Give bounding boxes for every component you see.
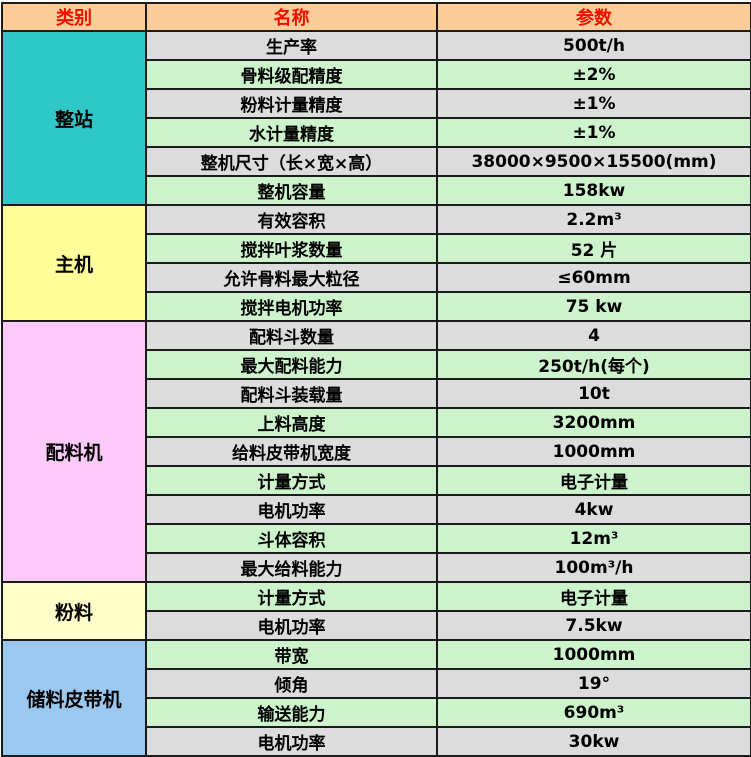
table-row: 输送能力 690m³ (2, 697, 751, 728)
table-row: 搅拌叶浆数量 52 片 (2, 233, 751, 264)
header-parameter: 参数 (436, 2, 751, 32)
spec-name: 搅拌叶浆数量 (145, 233, 438, 264)
table-row: 主机 有效容积 2.2m³ (1, 204, 751, 322)
table-row: 粉料计量精度 ±1% (2, 88, 751, 119)
spec-value: ±1% (436, 88, 751, 119)
spec-name: 有效容积 (145, 204, 438, 235)
table-row: 电机功率 4kw (2, 494, 751, 525)
spec-value: 52 片 (436, 233, 751, 264)
spec-value: 3200mm (436, 407, 751, 438)
spec-name: 带宽 (145, 639, 438, 670)
spec-name: 配料斗装载量 (145, 378, 438, 409)
spec-value: 19° (436, 668, 751, 699)
spec-value: 100m³/h (436, 552, 751, 583)
table-row: 储料皮带机 带宽 1000mm (1, 639, 751, 757)
spec-name: 电机功率 (145, 726, 438, 757)
spec-name: 搅拌电机功率 (145, 291, 438, 322)
spec-name: 配料斗数量 (145, 320, 438, 351)
category-cell: 整站 (1, 30, 147, 206)
spec-value: 690m³ (436, 697, 751, 728)
spec-name: 最大配料能力 (145, 349, 438, 380)
table-row: 整机尺寸（长×宽×高） 38000×9500×15500(mm) (2, 146, 751, 177)
spec-name: 上料高度 (145, 407, 438, 438)
table-row: 整站 生产率 500t/h (1, 30, 751, 206)
table-row: 电机功率 30kw (2, 726, 751, 757)
spec-value: 500t/h (436, 30, 751, 61)
spec-value: 158kw (436, 175, 751, 206)
table-row: 允许骨料最大粒径 ≤60mm (2, 262, 751, 293)
spec-value: 1000mm (436, 639, 751, 670)
spec-name: 整机尺寸（长×宽×高） (145, 146, 438, 177)
spec-name: 计量方式 (145, 581, 438, 612)
spec-value: 12m³ (436, 523, 751, 554)
table-row: 粉料 计量方式 电子计量 (1, 581, 751, 641)
table-row: 整机容量 158kw (2, 175, 751, 206)
spec-value: 38000×9500×15500(mm) (436, 146, 751, 177)
spec-name: 输送能力 (145, 697, 438, 728)
spec-value: 电子计量 (436, 465, 751, 496)
table-row: 骨料级配精度 ±2% (2, 59, 751, 90)
spec-value: 4 (436, 320, 751, 351)
category-cell: 储料皮带机 (1, 639, 147, 757)
spec-name: 给料皮带机宽度 (145, 436, 438, 467)
table-row: 计量方式 电子计量 (2, 465, 751, 496)
spec-name: 水计量精度 (145, 117, 438, 148)
spec-value: 1000mm (436, 436, 751, 467)
spec-value: 250t/h(每个) (436, 349, 751, 380)
spec-name: 粉料计量精度 (145, 88, 438, 119)
category-cell: 配料机 (1, 320, 147, 583)
spec-value: 30kw (436, 726, 751, 757)
table-row: 最大给料能力 100m³/h (2, 552, 751, 583)
spec-name: 生产率 (145, 30, 438, 61)
spec-value: 10t (436, 378, 751, 409)
table-row: 配料机 配料斗数量 4 (1, 320, 751, 583)
table-row: 上料高度 3200mm (2, 407, 751, 438)
spec-name: 整机容量 (145, 175, 438, 206)
category-cell: 主机 (1, 204, 147, 322)
table-row: 给料皮带机宽度 1000mm (2, 436, 751, 467)
header-row: 类别 名称 参数 (1, 2, 751, 32)
category-cell: 粉料 (1, 581, 147, 641)
spec-value: 4kw (436, 494, 751, 525)
spec-value: 75 kw (436, 291, 751, 322)
spec-name: 允许骨料最大粒径 (145, 262, 438, 293)
spec-value: 7.5kw (436, 610, 751, 641)
table-row: 斗体容积 12m³ (2, 523, 751, 554)
table-row: 最大配料能力 250t/h(每个) (2, 349, 751, 380)
spec-name: 电机功率 (145, 610, 438, 641)
table-row: 搅拌电机功率 75 kw (2, 291, 751, 322)
spec-value: ±2% (436, 59, 751, 90)
spec-value: 2.2m³ (436, 204, 751, 235)
spec-name: 骨料级配精度 (145, 59, 438, 90)
spec-name: 倾角 (145, 668, 438, 699)
header-name: 名称 (145, 2, 438, 32)
spec-name: 电机功率 (145, 494, 438, 525)
spec-value: ≤60mm (436, 262, 751, 293)
spec-value: 电子计量 (436, 581, 751, 612)
table-row: 倾角 19° (2, 668, 751, 699)
spec-value: ±1% (436, 117, 751, 148)
table-row: 配料斗装载量 10t (2, 378, 751, 409)
header-category: 类别 (1, 2, 147, 32)
spec-name: 最大给料能力 (145, 552, 438, 583)
spec-name: 斗体容积 (145, 523, 438, 554)
table-row: 电机功率 7.5kw (2, 610, 751, 641)
table-row: 水计量精度 ±1% (2, 117, 751, 148)
spec-name: 计量方式 (145, 465, 438, 496)
